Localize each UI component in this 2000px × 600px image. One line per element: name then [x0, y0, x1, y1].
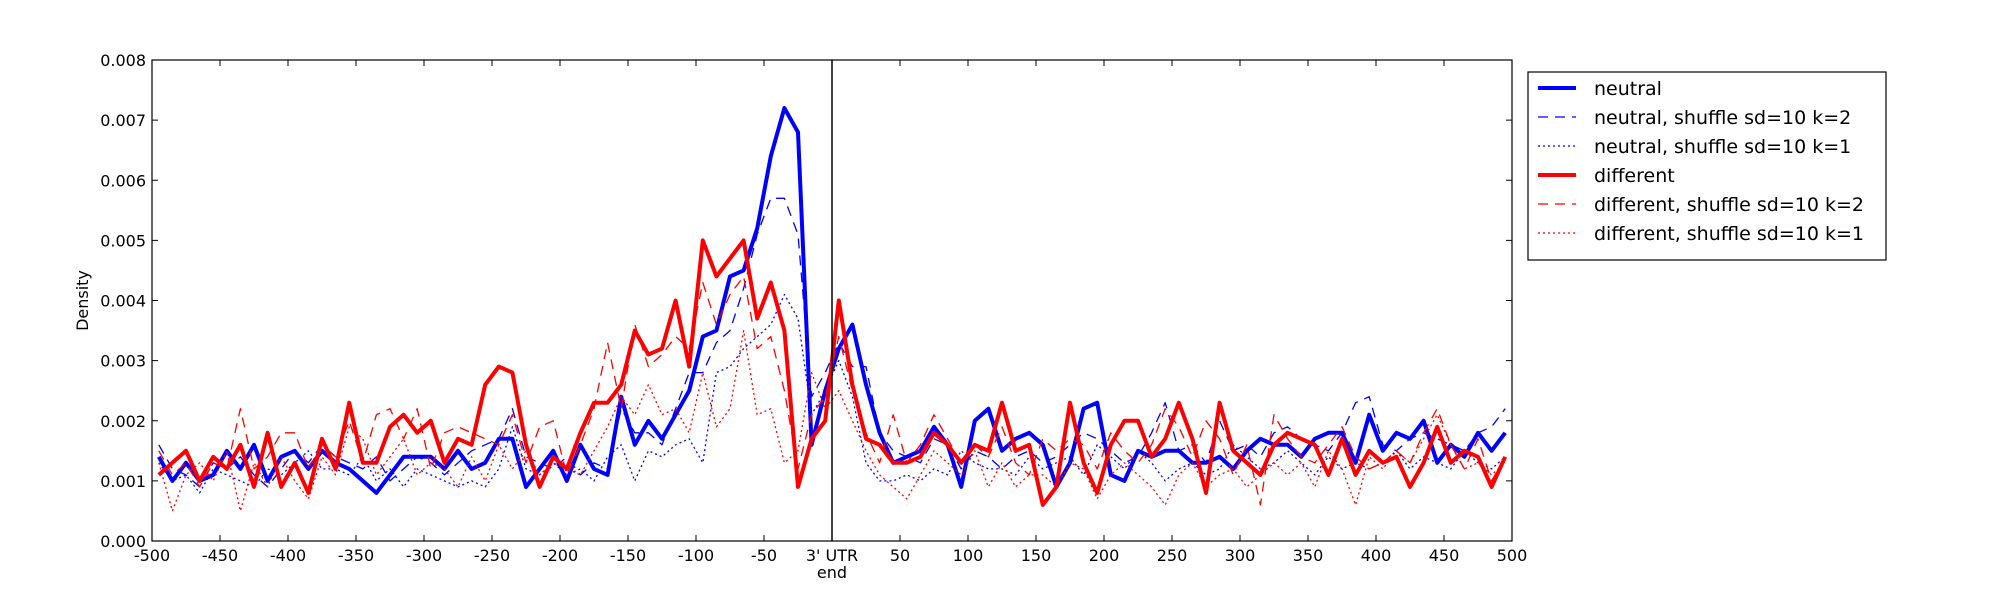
- legend-label: neutral, shuffle sd=10 k=2: [1594, 107, 1851, 129]
- x-tick-label: -300: [406, 546, 442, 565]
- legend-label: different: [1594, 165, 1675, 187]
- x-tick-label: -50: [751, 546, 777, 565]
- legend-box: [1527, 71, 1887, 261]
- x-tick-label: -200: [542, 546, 578, 565]
- x-tick-label: 50: [890, 546, 910, 565]
- legend: neutral neutral, shuffle sd=10 k=2 neutral…: [1527, 71, 1887, 261]
- x-tick-label: 350: [1293, 546, 1324, 565]
- series-line-5: [158, 275, 1506, 506]
- x-tick-label: 500: [1497, 546, 1528, 565]
- x-tick-label: 450: [1429, 546, 1460, 565]
- y-tick-label: 0.006: [100, 171, 146, 190]
- x-tick-label: 200: [1089, 546, 1120, 565]
- y-tick-label: 0.001: [100, 472, 146, 491]
- x-tick-label: -400: [270, 546, 306, 565]
- x-tick-label: 3' UTR: [806, 546, 858, 565]
- x-tick-label: -250: [474, 546, 510, 565]
- y-tick-label: 0.003: [100, 352, 146, 371]
- legend-label: different, shuffle sd=10 k=1: [1594, 223, 1864, 245]
- x-tick-sublabel: end: [817, 563, 847, 582]
- legend-label: different, shuffle sd=10 k=2: [1594, 194, 1864, 216]
- x-tick-label: -350: [338, 546, 374, 565]
- x-tick-label: -500: [134, 546, 170, 565]
- series-line-3: [158, 293, 1506, 494]
- x-tick-label: -150: [610, 546, 646, 565]
- y-tick-label: 0.005: [100, 231, 146, 250]
- legend-label: neutral, shuffle sd=10 k=1: [1594, 136, 1851, 158]
- x-tick-label: -100: [678, 546, 714, 565]
- y-tick-label: 0.000: [100, 532, 146, 551]
- x-tick-label: 100: [953, 546, 984, 565]
- y-tick-label: 0.002: [100, 412, 146, 431]
- y-tick-label: 0.007: [100, 111, 146, 130]
- ticks-layer: -500 -450 -400 -350 -300 -250 -200 -150 -100 -50 3…: [100, 51, 1527, 582]
- y-tick-label: 0.008: [100, 51, 146, 70]
- series-line-2: [158, 197, 1506, 488]
- y-tick-label: 0.004: [100, 292, 146, 311]
- y-axis-label: Density: [73, 270, 92, 331]
- legend-label: neutral: [1594, 78, 1662, 100]
- x-tick-label: 400: [1361, 546, 1392, 565]
- x-tick-label: 300: [1225, 546, 1256, 565]
- x-tick-label: -450: [202, 546, 238, 565]
- x-tick-label: 150: [1021, 546, 1052, 565]
- x-tick-label: 250: [1157, 546, 1188, 565]
